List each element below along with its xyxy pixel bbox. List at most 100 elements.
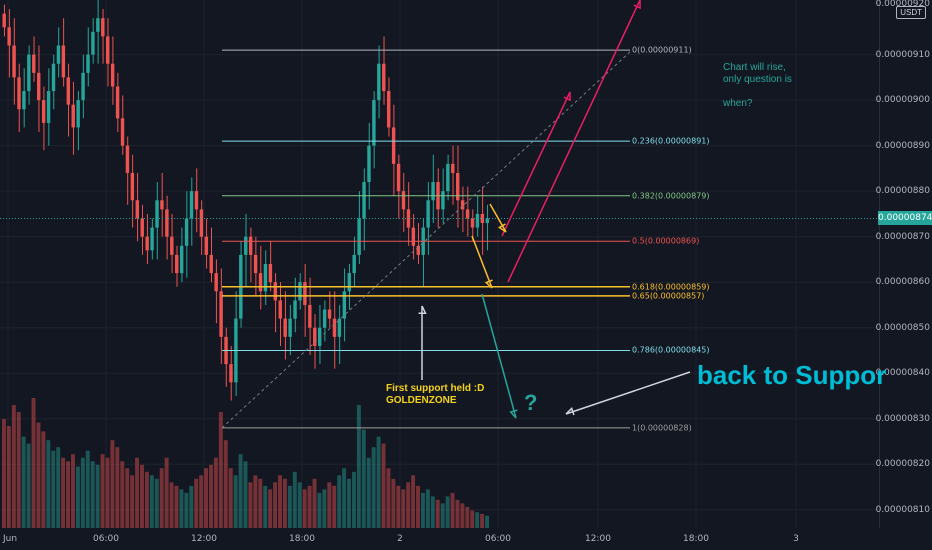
candle-body [446, 163, 450, 192]
candle-body [22, 91, 26, 110]
candle-body [431, 182, 435, 201]
volume-bar [485, 515, 489, 528]
candle-body [480, 213, 485, 224]
fib-label: 0.65(0.00000857) [632, 291, 705, 301]
volume-bar [56, 447, 61, 528]
volume-bar [199, 475, 204, 528]
candle-body [278, 300, 282, 319]
volume-bar [465, 506, 470, 528]
currency-badge[interactable]: USDT [896, 6, 926, 19]
candle-body [441, 191, 445, 210]
x-tick-label: 06:00 [485, 534, 511, 544]
volume-bar [66, 461, 71, 528]
volume-bar [391, 478, 396, 528]
volume-bar [149, 475, 154, 528]
candle-body [170, 236, 174, 255]
volume-bar [351, 471, 356, 528]
volume-bar [71, 454, 75, 528]
candle-body [155, 200, 159, 228]
volume-bar [16, 412, 21, 528]
fib-label: 0.786(0.00000845) [632, 345, 710, 355]
volume-bar [125, 468, 130, 528]
back-to-support-note: back to Suppor [697, 360, 887, 390]
y-tick-label: 0.00000910 [875, 49, 930, 60]
candle-body [298, 282, 302, 301]
candle-body [357, 218, 361, 255]
candle-body [46, 91, 51, 123]
candle-body [411, 227, 416, 246]
candle-body [465, 209, 470, 219]
x-tick-label: 06:00 [93, 534, 119, 544]
candle-body [352, 254, 356, 274]
down-arrow-support-head [509, 409, 518, 419]
candle-body [248, 236, 253, 255]
candle-body [347, 273, 351, 292]
price-axis[interactable] [879, 0, 932, 528]
volume-bar [396, 485, 401, 528]
volume-bar [115, 447, 120, 528]
candle-body [327, 309, 332, 319]
down-arrow-golden [471, 235, 493, 289]
volume-bar [179, 489, 184, 528]
volume-bar [218, 412, 223, 528]
candle-body [229, 364, 233, 383]
volume-bar [435, 499, 440, 528]
volume-bar [61, 457, 66, 528]
candle-body [150, 227, 154, 251]
volume-bar [209, 464, 213, 528]
volume-bar [26, 443, 31, 528]
candle-body [27, 54, 31, 92]
volume-bar [406, 482, 411, 528]
volume-bar [416, 485, 420, 528]
x-tick-label: 12:00 [585, 534, 611, 544]
x-tick-label: 12:00 [191, 534, 217, 544]
volume-bar [154, 478, 159, 528]
x-tick-label: 18:00 [289, 534, 315, 544]
volume-bar [430, 496, 435, 528]
volume-bar [322, 489, 327, 528]
candle-body [258, 273, 263, 292]
candle-body [110, 63, 115, 87]
candle-body [214, 273, 218, 292]
fib-label: 1(0.00000828) [632, 423, 692, 433]
candle-body [37, 72, 41, 101]
candle-body [160, 200, 164, 210]
candle-body [140, 218, 144, 237]
volume-bar [174, 485, 179, 528]
candle-body [81, 72, 85, 101]
volume-bar [90, 461, 95, 528]
candle-body [377, 63, 381, 101]
down-arrow-small [489, 203, 507, 233]
candle-body [416, 245, 420, 255]
volume-bar [253, 475, 258, 528]
candle-body [199, 209, 204, 237]
x-tick-label: 3 [793, 534, 799, 544]
volume-bar [347, 478, 351, 528]
volume-bar [292, 471, 297, 528]
candle-body [135, 200, 140, 219]
volume-bar [120, 461, 125, 528]
volume-bar [233, 475, 238, 528]
candle-body [396, 163, 401, 192]
candle-body [372, 100, 376, 146]
y-tick-label: 0.00000870 [875, 231, 930, 242]
volume-bar [41, 431, 46, 528]
down-arrow-support [481, 293, 517, 419]
volume-bar [80, 457, 85, 528]
candle-body [165, 209, 169, 237]
candle-body [106, 36, 110, 64]
volume-bar [317, 492, 322, 528]
volume-bar [169, 482, 174, 528]
volume-bar [376, 436, 381, 528]
candle-body [317, 327, 322, 346]
volume-bar [470, 510, 475, 528]
volume-bar [51, 450, 56, 528]
volume-bar [213, 457, 218, 528]
volume-bar [327, 482, 332, 528]
y-tick-label: 0.00000840 [875, 368, 930, 379]
candle-body [56, 45, 61, 64]
candle-body [367, 145, 371, 183]
question-mark: ? [524, 390, 538, 415]
y-tick-label: 0.00000820 [875, 459, 930, 470]
